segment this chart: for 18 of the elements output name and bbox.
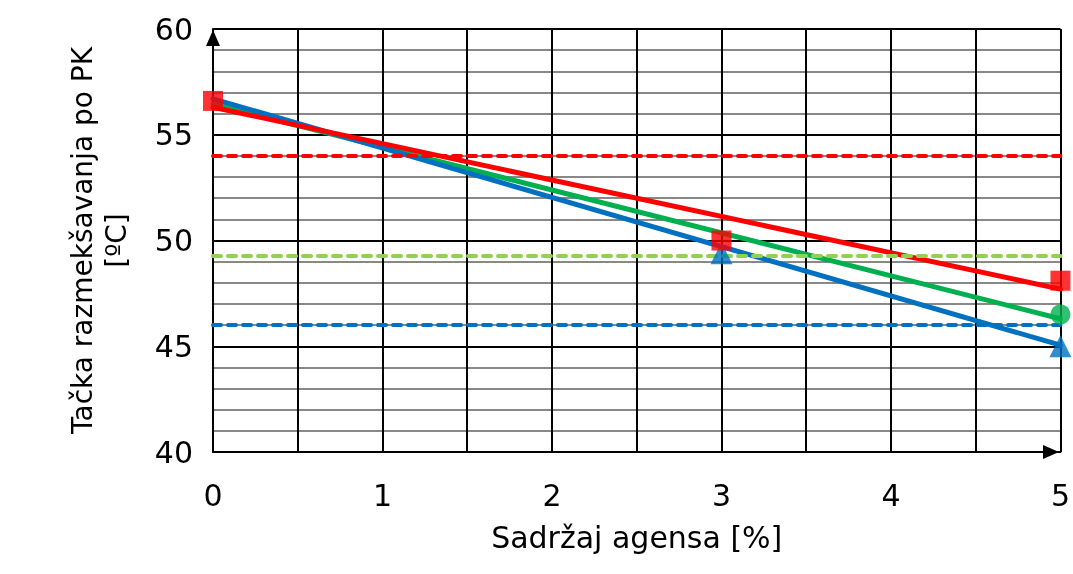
- y-tick-label: 60: [154, 11, 193, 47]
- y-tick-label: 45: [154, 328, 193, 364]
- point: [1049, 335, 1072, 358]
- y-axis-title: Tačka razmekšavanja po PK [ºC]: [65, 46, 133, 435]
- point: [711, 230, 732, 251]
- y-tick-label: 55: [154, 117, 193, 153]
- x-tick-label: 0: [203, 477, 223, 513]
- x-tick-label: 3: [711, 477, 732, 513]
- x-tick-label: 4: [881, 477, 901, 513]
- point: [1050, 270, 1071, 291]
- y-tick-label: 40: [154, 434, 193, 470]
- x-axis-title: Sadržaj agensa [%]: [491, 519, 783, 555]
- y-tick-label: 50: [154, 223, 193, 258]
- point: [203, 90, 223, 111]
- x-tick-label: 5: [1050, 477, 1070, 513]
- point: [1050, 304, 1071, 325]
- x-tick-label: 2: [542, 477, 562, 513]
- x-tick-label: 1: [372, 477, 393, 513]
